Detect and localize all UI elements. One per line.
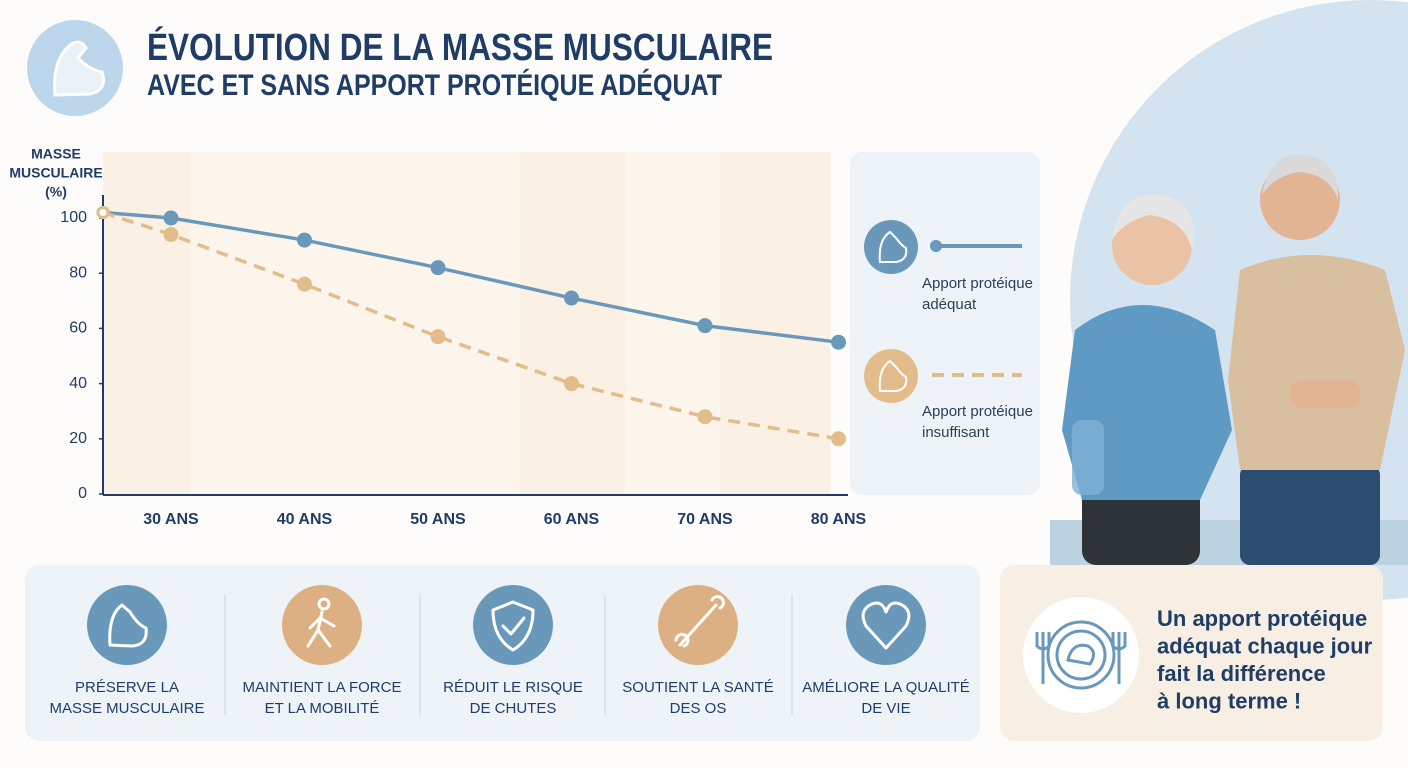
benefit-label: SOUTIENT LA SANTÉ xyxy=(622,679,773,696)
data-point xyxy=(297,232,312,248)
y-tick-label: 80 xyxy=(69,264,87,281)
legend-dot xyxy=(930,240,942,252)
legend-label: Apport protéique insuffisant xyxy=(922,403,1033,441)
data-point xyxy=(564,290,579,306)
muscle-icon xyxy=(878,359,908,392)
callout-text: fait la différence xyxy=(1157,661,1326,686)
callout-text: Un apport protéique xyxy=(1157,606,1367,631)
benefit-label: MAINTIENT LA FORCE xyxy=(243,679,402,696)
legend-box xyxy=(850,152,1040,495)
benefit-label: DES OS xyxy=(670,700,727,717)
title: ÉVOLUTION DE LA MASSE MUSCULAIRE xyxy=(147,25,773,69)
benefit-icon xyxy=(473,585,553,665)
data-point xyxy=(163,210,179,226)
muscle-icon xyxy=(53,40,105,97)
y-axis-title: MASSE xyxy=(31,146,81,162)
data-point xyxy=(697,318,713,334)
muscle-icon xyxy=(878,230,908,263)
benefit-label: PRÉSERVE LA xyxy=(75,679,179,696)
plot-band xyxy=(103,152,190,494)
legend-icon xyxy=(864,220,918,274)
benefit-label: AMÉLIORE LA QUALITÉ xyxy=(802,679,970,696)
benefit-label: RÉDUIT LE RISQUE xyxy=(443,679,583,696)
y-axis-title: (%) xyxy=(45,184,67,200)
y-tick-label: 100 xyxy=(60,209,87,226)
data-point xyxy=(831,334,846,350)
x-tick-label: 50 ANS xyxy=(410,511,466,528)
data-point xyxy=(430,260,446,276)
x-tick-label: 30 ANS xyxy=(143,511,199,528)
data-point xyxy=(831,431,846,447)
data-point xyxy=(297,276,312,292)
x-tick-label: 80 ANS xyxy=(811,511,867,528)
benefit-icon xyxy=(846,585,926,665)
x-tick-label: 60 ANS xyxy=(544,511,600,528)
man-figure xyxy=(1228,154,1405,565)
plot-band xyxy=(520,152,625,494)
data-point xyxy=(697,409,713,425)
callout-text: à long terme ! xyxy=(1157,688,1301,713)
data-point xyxy=(430,329,446,345)
plate-icon xyxy=(1035,620,1127,690)
y-tick-label: 40 xyxy=(69,375,87,392)
y-tick-label: 20 xyxy=(69,430,87,447)
icon-glyphs xyxy=(108,595,911,652)
benefit-label: DE CHUTES xyxy=(470,700,557,717)
x-tick-label: 40 ANS xyxy=(277,511,333,528)
benefit-label: ET LA MOBILITÉ xyxy=(265,700,380,717)
benefit-icon xyxy=(87,585,167,665)
x-tick-label: 70 ANS xyxy=(677,511,733,528)
woman-figure xyxy=(1062,194,1232,565)
legend-icon xyxy=(864,349,918,403)
callout-text: adéquat chaque jour xyxy=(1157,633,1373,658)
y-tick-label: 0 xyxy=(78,485,87,502)
benefit-icon xyxy=(282,585,362,665)
subtitle: AVEC ET SANS APPORT PROTÉIQUE ADÉQUAT xyxy=(147,68,722,102)
benefit-label: MASSE MUSCULAIRE xyxy=(49,700,204,717)
data-point xyxy=(564,376,579,392)
y-tick-label: 60 xyxy=(69,320,87,337)
plot-band xyxy=(720,152,830,494)
data-point xyxy=(96,205,110,219)
benefit-label: DE VIE xyxy=(861,700,910,717)
legend-label: Apport protéique adéquat xyxy=(922,275,1033,313)
plate-circle xyxy=(1023,597,1139,713)
data-point xyxy=(163,227,179,243)
dividers xyxy=(224,595,793,715)
y-axis-title: MUSCULAIRE xyxy=(9,165,102,181)
